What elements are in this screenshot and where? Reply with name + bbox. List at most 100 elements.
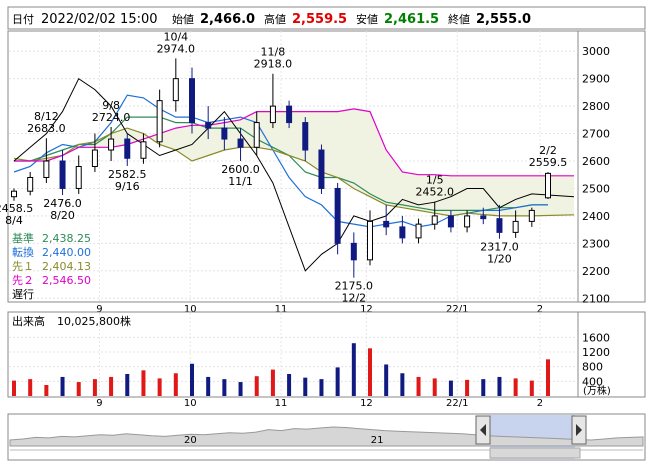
candle-30 <box>496 204 503 239</box>
open-label: 始値 <box>172 12 194 26</box>
annotation-9-line-0: 2/2 <box>539 144 557 157</box>
volume-bar-3 <box>60 376 65 396</box>
price-y-tick-2800: 2800 <box>582 100 610 113</box>
candle-9 <box>156 89 163 148</box>
legend-senkou1-label: 先１ <box>12 260 34 273</box>
candle-body-33 <box>545 172 551 199</box>
candles <box>11 58 551 278</box>
price-y-tick-2300: 2300 <box>582 237 610 250</box>
date-label: 日付 <box>12 13 34 26</box>
candle-29 <box>480 207 487 225</box>
volume-bar-11 <box>190 363 194 396</box>
candle-body-29 <box>480 215 487 220</box>
volume-bar-23 <box>384 364 389 396</box>
candle-body-18 <box>302 122 309 151</box>
volume-x-tick-0: 9 <box>96 398 102 409</box>
candle-body-12 <box>205 122 212 129</box>
volume-bar-32 <box>529 380 534 396</box>
volume-bars <box>12 343 550 396</box>
volume-bar-33 <box>546 359 550 396</box>
volume-total: 10,025,800株 <box>57 314 131 328</box>
legend-kijun-value: 2,438.25 <box>42 232 91 245</box>
volume-x-ticks: 9 10 11 12 22/1 2 <box>96 398 543 409</box>
candle-23 <box>383 204 390 236</box>
volume-bar-0 <box>12 380 16 396</box>
price-y-tick-2500: 2500 <box>582 182 610 195</box>
candle-body-8 <box>140 141 147 159</box>
volume-bar-27 <box>448 380 453 396</box>
candle-body-14 <box>237 138 244 148</box>
annotation-7-line-0: 2476.0 <box>43 197 82 210</box>
candle-body-28 <box>464 215 471 228</box>
candle-body-9 <box>156 100 163 143</box>
candle-body-19 <box>318 149 325 189</box>
candle-21 <box>350 232 357 278</box>
volume-bar-13 <box>222 379 227 396</box>
high-value: 2,559.5 <box>292 12 347 27</box>
navigator-left-handle[interactable] <box>475 415 491 445</box>
volume-x-tick-4: 22/1 <box>446 398 468 409</box>
volume-bar-10 <box>173 373 178 396</box>
annotation-10-line-1: 1/20 <box>487 253 512 266</box>
candle-body-30 <box>496 218 503 233</box>
price-x-tick-3: 12 <box>360 304 373 315</box>
candle-body-3 <box>59 160 66 189</box>
volume-bar-21 <box>351 343 356 396</box>
candle-27 <box>447 210 454 233</box>
candle-body-22 <box>367 220 373 261</box>
volume-bar-12 <box>206 376 211 396</box>
candle-body-2 <box>43 160 50 178</box>
candle-body-31 <box>512 220 519 233</box>
candle-body-24 <box>399 226 406 239</box>
candle-body-27 <box>447 215 454 228</box>
legend-chikou-label: 遅行 <box>12 288 34 301</box>
volume-bar-5 <box>92 379 97 396</box>
candle-body-11 <box>189 78 195 124</box>
candle-33 <box>545 172 551 200</box>
annotation-6-line-0: 2458.5 <box>0 202 33 215</box>
candle-18 <box>302 117 309 162</box>
price-x-tick-5: 2 <box>537 304 543 315</box>
volume-bar-28 <box>465 379 470 396</box>
price-y-tick-2900: 2900 <box>582 73 610 86</box>
candle-body-21 <box>350 242 357 261</box>
volume-bar-26 <box>432 378 437 396</box>
candle-body-10 <box>172 78 179 102</box>
price-y-tick-3000: 3000 <box>582 45 610 58</box>
volume-y-tick-400: 400 <box>582 375 603 388</box>
annotation-5-line-0: 2600.0 <box>221 163 260 176</box>
date-value: 2022/02/02 15:00 <box>41 12 158 27</box>
candle-body-5 <box>91 149 98 167</box>
navigator-scrollbar-thumb[interactable] <box>489 447 581 459</box>
annotation-2-line-0: 10/4 <box>163 30 188 43</box>
navigator-right-handle[interactable] <box>571 415 587 445</box>
low-value: 2,461.5 <box>384 12 439 27</box>
candle-body-13 <box>221 127 228 140</box>
annotation-0-line-1: 2683.0 <box>27 122 66 135</box>
volume-x-tick-1: 10 <box>184 398 197 409</box>
candle-body-25 <box>415 223 422 239</box>
candle-22 <box>367 210 373 266</box>
candle-1 <box>27 171 34 196</box>
candle-11 <box>189 67 195 134</box>
volume-bar-18 <box>303 377 308 396</box>
candle-8 <box>140 133 147 164</box>
close-value: 2,555.0 <box>476 12 531 27</box>
candle-28 <box>464 210 471 233</box>
header-box <box>7 6 646 30</box>
volume-bar-1 <box>28 379 33 396</box>
price-x-tick-0: 9 <box>96 304 102 315</box>
legend-kijun-label: 基準 <box>12 231 34 245</box>
candle-body-17 <box>286 105 293 124</box>
candle-4 <box>75 155 82 194</box>
volume-bar-29 <box>481 379 486 396</box>
candle-3 <box>59 150 66 196</box>
volume-label: 出来高 <box>12 314 45 328</box>
annotation-8-line-1: 2452.0 <box>415 186 454 199</box>
candle-25 <box>415 218 422 244</box>
candle-6 <box>108 126 115 162</box>
close-label: 終値 <box>448 12 470 26</box>
volume-bar-24 <box>400 373 405 396</box>
